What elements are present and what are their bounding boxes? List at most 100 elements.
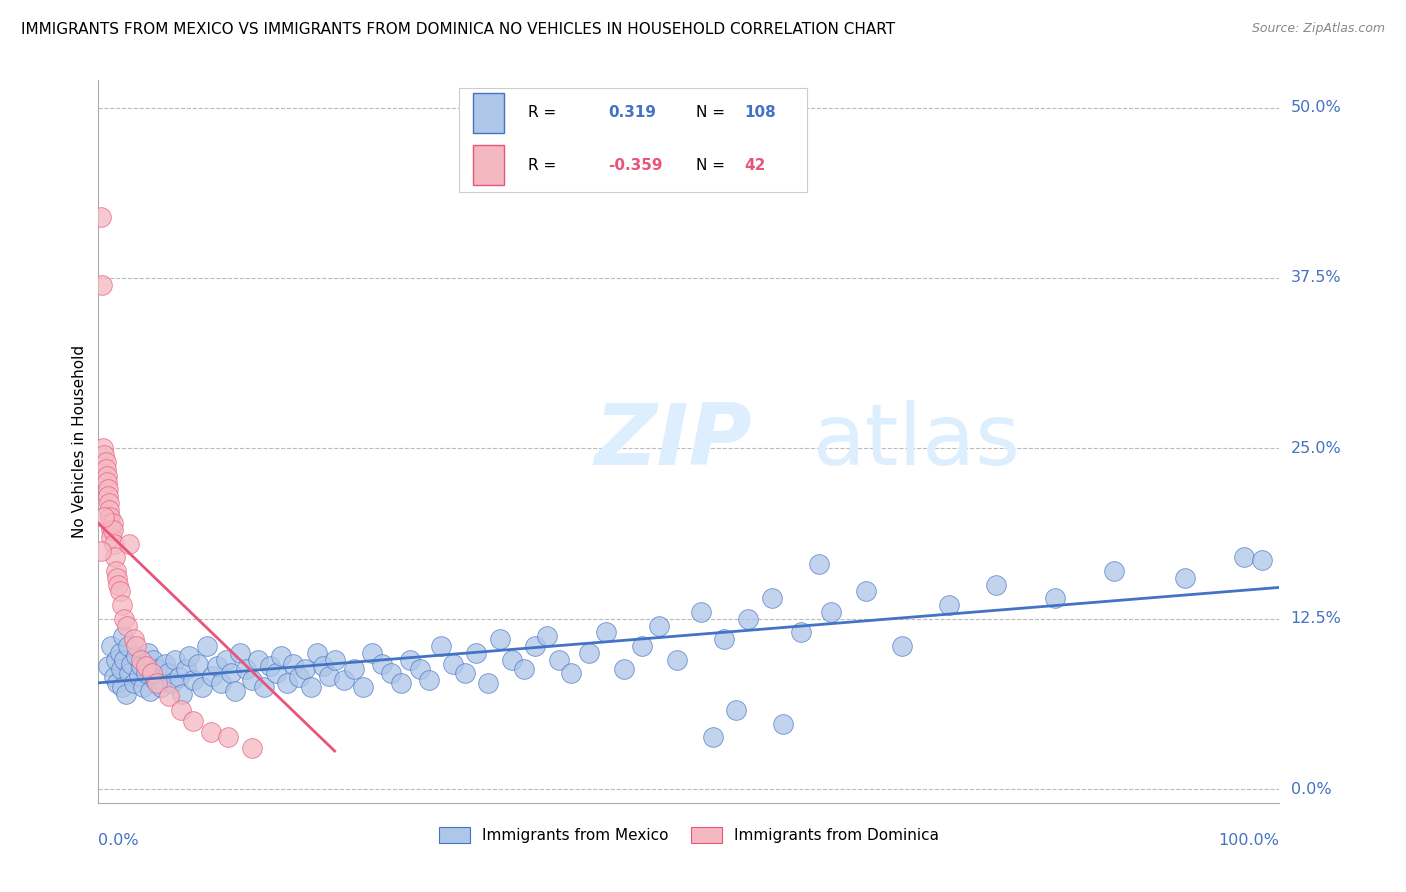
Point	[118, 537, 141, 551]
Point	[259, 659, 281, 673]
Point	[229, 646, 252, 660]
Point	[772, 716, 794, 731]
Point	[97, 659, 120, 673]
Point	[200, 725, 222, 739]
Point	[105, 653, 128, 667]
Point	[90, 543, 112, 558]
Point	[96, 475, 118, 490]
Point	[125, 648, 148, 663]
Point	[141, 666, 163, 681]
Point	[648, 618, 671, 632]
Point	[91, 442, 114, 456]
Text: ZIP: ZIP	[595, 400, 752, 483]
Point	[135, 666, 157, 681]
Point	[122, 632, 145, 647]
Point	[512, 662, 534, 676]
Point	[105, 564, 128, 578]
Point	[408, 662, 430, 676]
Point	[984, 577, 1007, 591]
Point	[98, 496, 121, 510]
Point	[94, 462, 117, 476]
Point	[371, 657, 394, 671]
Point	[105, 571, 128, 585]
Point	[191, 680, 214, 694]
Point	[1250, 553, 1272, 567]
Point	[689, 605, 711, 619]
Point	[820, 605, 842, 619]
Point	[157, 666, 180, 681]
Point	[702, 731, 724, 745]
Text: Source: ZipAtlas.com: Source: ZipAtlas.com	[1251, 22, 1385, 36]
Point	[283, 657, 305, 671]
Point	[305, 646, 328, 660]
Point	[146, 662, 169, 676]
Point	[453, 666, 475, 681]
Point	[270, 648, 292, 663]
Point	[761, 591, 783, 606]
Point	[174, 662, 197, 676]
Text: 25.0%: 25.0%	[1291, 441, 1341, 456]
Point	[165, 653, 187, 667]
Point	[114, 687, 136, 701]
Point	[489, 632, 512, 647]
Point	[389, 676, 412, 690]
Point	[115, 618, 138, 632]
Point	[524, 639, 547, 653]
Point	[312, 659, 335, 673]
Point	[129, 659, 152, 673]
Point	[352, 680, 374, 694]
Text: 0.0%: 0.0%	[1291, 781, 1331, 797]
Point	[96, 468, 118, 483]
Point	[103, 670, 125, 684]
Point	[104, 550, 127, 565]
Point	[333, 673, 356, 687]
Text: 0.0%: 0.0%	[98, 833, 139, 848]
Point	[465, 646, 488, 660]
Point	[101, 516, 124, 531]
Point	[111, 598, 134, 612]
Point	[111, 680, 134, 694]
Point	[790, 625, 813, 640]
Point	[167, 670, 190, 684]
Point	[98, 502, 121, 516]
Point	[613, 662, 636, 676]
Y-axis label: No Vehicles in Household: No Vehicles in Household	[72, 345, 87, 538]
Point	[560, 666, 582, 681]
Point	[380, 666, 402, 681]
Point	[117, 639, 139, 653]
Text: 12.5%: 12.5%	[1291, 611, 1341, 626]
Point	[209, 676, 232, 690]
Point	[112, 612, 135, 626]
Point	[890, 639, 912, 653]
Point	[103, 537, 125, 551]
Point	[294, 662, 316, 676]
Point	[1043, 591, 1066, 606]
Text: IMMIGRANTS FROM MEXICO VS IMMIGRANTS FROM DOMINICA NO VEHICLES IN HOUSEHOLD CORR: IMMIGRANTS FROM MEXICO VS IMMIGRANTS FRO…	[21, 22, 896, 37]
Point	[172, 687, 194, 701]
Point	[179, 648, 201, 663]
Point	[430, 639, 453, 653]
Text: 100.0%: 100.0%	[1219, 833, 1279, 848]
Point	[1174, 571, 1197, 585]
Point	[264, 666, 287, 681]
Text: 37.5%: 37.5%	[1291, 270, 1341, 285]
Point	[135, 659, 157, 673]
Legend: Immigrants from Mexico, Immigrants from Dominica: Immigrants from Mexico, Immigrants from …	[433, 822, 945, 849]
Point	[97, 489, 120, 503]
Point	[153, 657, 176, 671]
Point	[118, 666, 141, 681]
Point	[112, 653, 135, 667]
Point	[666, 653, 689, 667]
Point	[100, 523, 122, 537]
Point	[98, 509, 121, 524]
Point	[170, 703, 193, 717]
Point	[595, 625, 617, 640]
Point	[91, 277, 114, 292]
Point	[143, 673, 166, 687]
Point	[855, 584, 877, 599]
Point	[142, 653, 165, 667]
Point	[100, 530, 122, 544]
Point	[224, 684, 246, 698]
Point	[938, 598, 960, 612]
Point	[128, 669, 150, 683]
